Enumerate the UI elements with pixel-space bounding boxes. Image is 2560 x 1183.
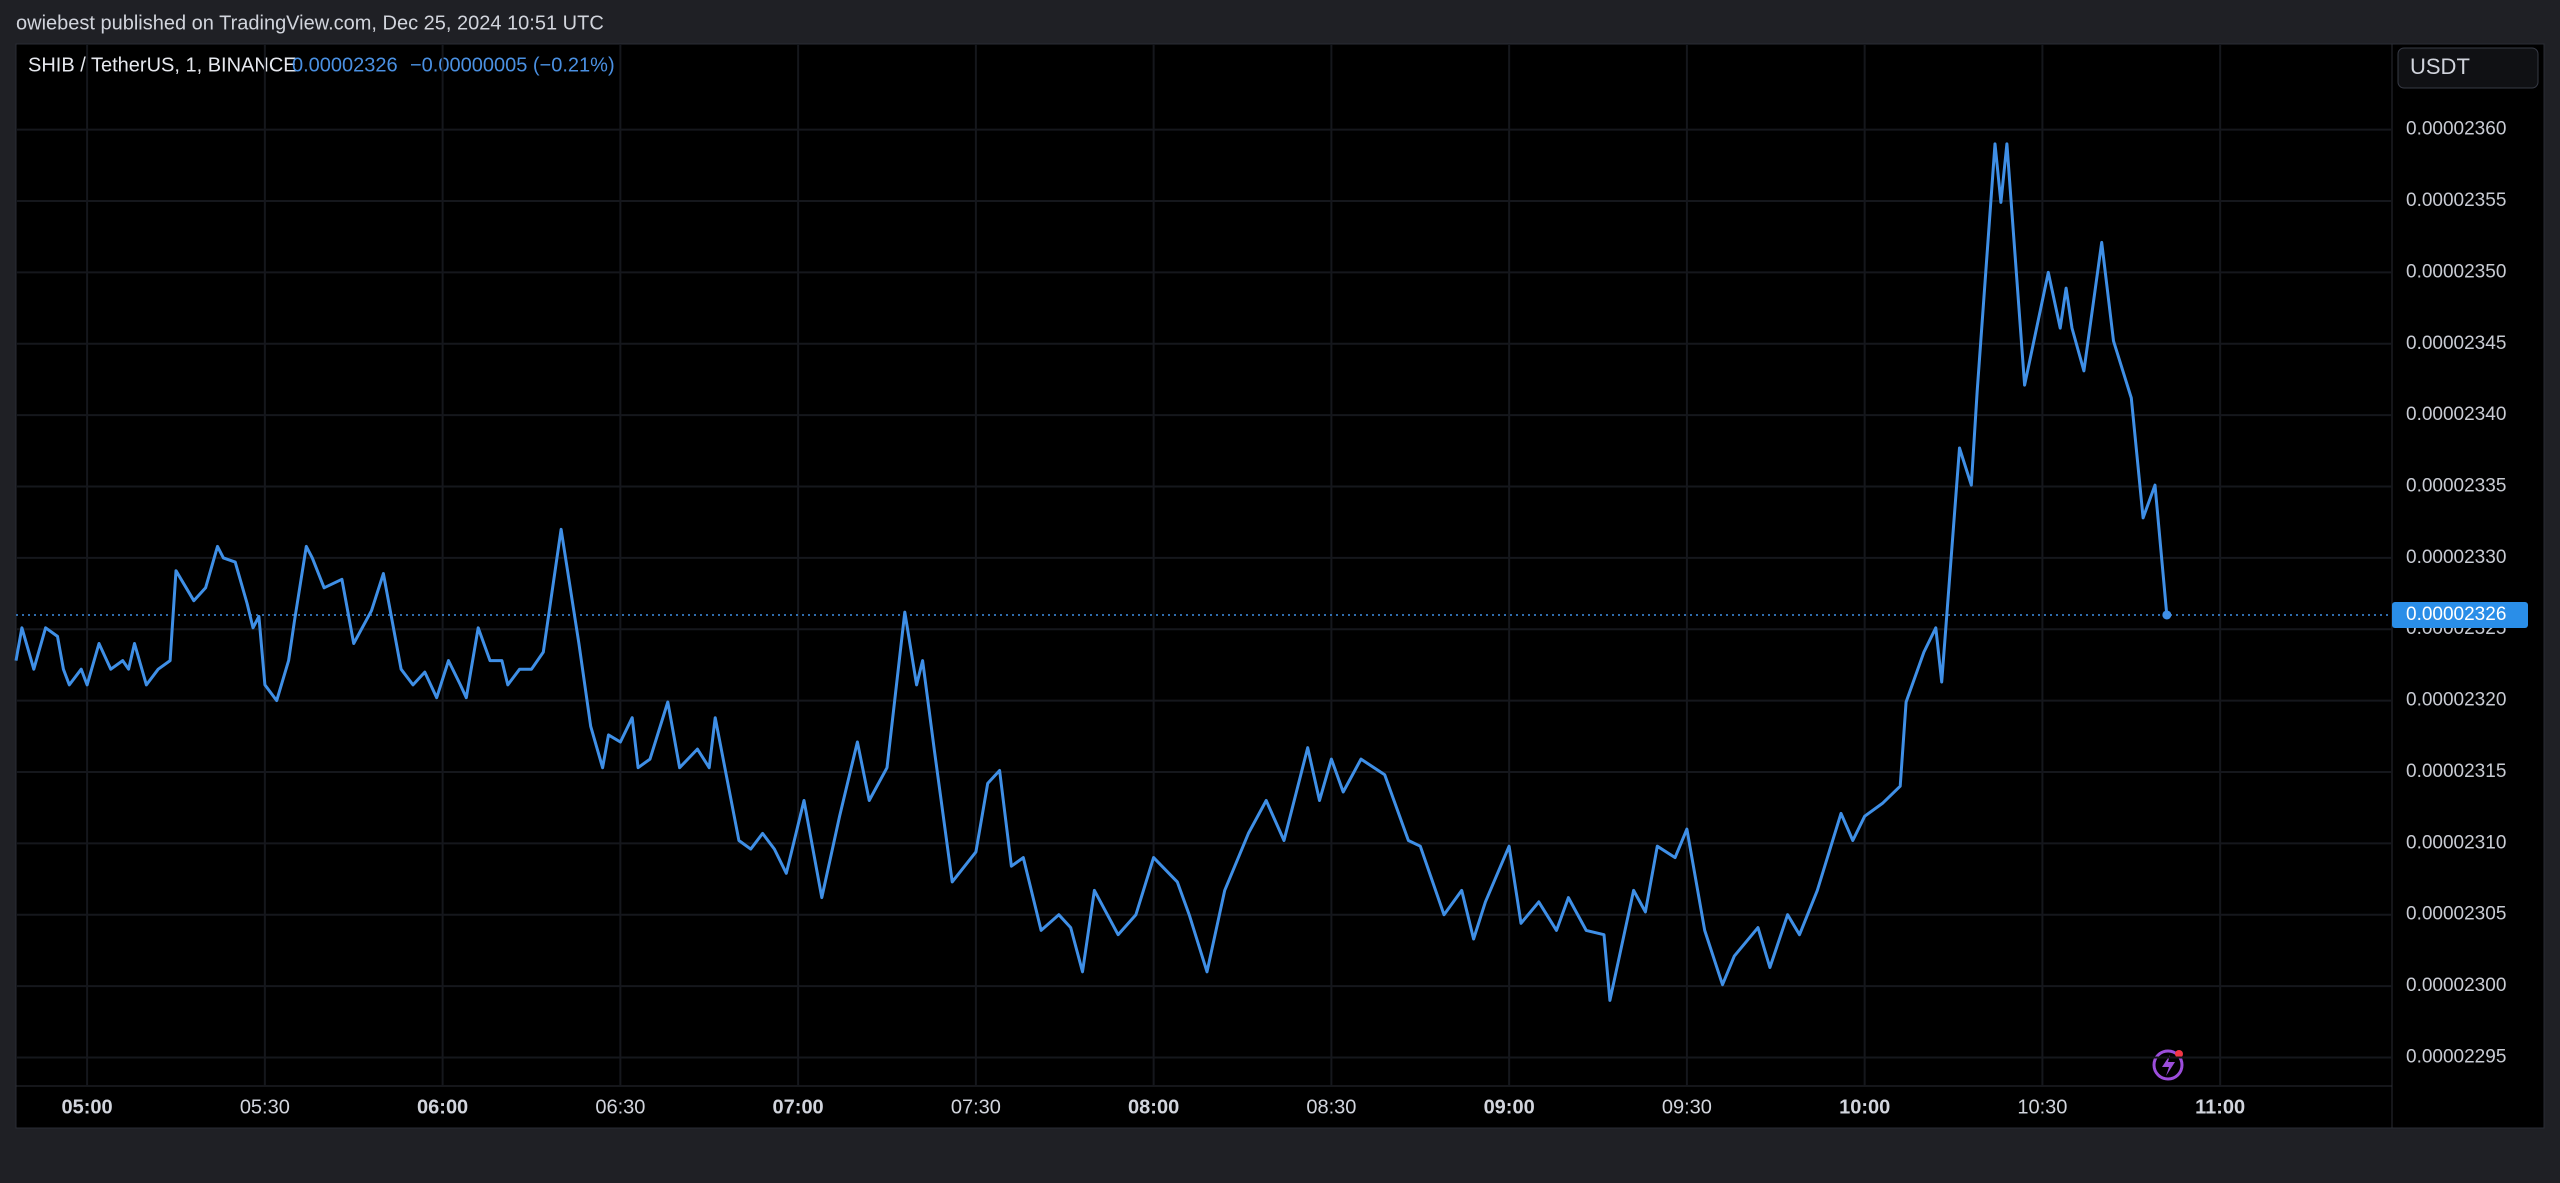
publisher: owiebest published on TradingView.com, D… (16, 12, 604, 34)
y-tick-label: 0.00002340 (2406, 404, 2506, 425)
currency-button[interactable] (2397, 47, 2539, 89)
last-point (2162, 610, 2172, 620)
currency[interactable]: USDT (2410, 54, 2470, 79)
y-tick-label: 0.00002295 (2406, 1046, 2506, 1067)
x-tick-label: 07:30 (951, 1096, 1001, 1118)
x-tick-label: 06:30 (595, 1096, 645, 1118)
y-tick-label: 0.00002355 (2406, 190, 2506, 211)
x-tick-label: 10:30 (2017, 1096, 2067, 1118)
icon-ring[interactable] (2152, 1049, 2184, 1081)
price-line (14, 142, 2169, 1002)
plot: 0.00002360 0.00002355 0.00002350 0.00002345… (14, 44, 2528, 1118)
x-tick-label: 05:00 (62, 1096, 113, 1118)
y-tick-label: 0.00002330 (2406, 547, 2506, 568)
x-tick-label: 11:00 (2195, 1096, 2245, 1118)
y-tick-label: 0.00002305 (2406, 904, 2506, 925)
price-badge (2392, 601, 2528, 628)
y-tick-label: 0.00002360 (2406, 119, 2506, 140)
lightning-icon[interactable] (2152, 1049, 2184, 1081)
x-tick-label: 06:00 (417, 1096, 468, 1118)
x-tick-label: 08:00 (1128, 1096, 1179, 1118)
x-tick-label: 09:00 (1484, 1096, 1535, 1118)
chart-pane (15, 43, 2545, 1129)
chart-title: SHIB / TetherUS, 1, BINANCE (28, 54, 297, 76)
y-tick-label: 0.00002350 (2406, 261, 2506, 282)
icon-bolt[interactable] (2162, 1055, 2175, 1076)
icon-dot[interactable] (2175, 1050, 2183, 1058)
change: −0.00000005 (−0.21%) (410, 54, 615, 76)
y-tick-label: 0.00002320 (2406, 690, 2506, 711)
y-tick-label: 0.00002315 (2406, 761, 2506, 782)
x-tick-label: 09:30 (1662, 1096, 1712, 1118)
x-tick-label: 08:30 (1306, 1096, 1356, 1118)
y-tick-label: 0.00002310 (2406, 832, 2506, 853)
last-price: 0.00002326 (292, 54, 398, 76)
y-tick-label: 0.00002335 (2406, 476, 2506, 497)
price-badge-label: 0.00002326 (2406, 604, 2506, 625)
x-tick-label: 05:30 (240, 1096, 290, 1118)
x-tick-label: 07:00 (773, 1096, 824, 1118)
y-tick-label: 0.00002345 (2406, 333, 2506, 354)
y-tick-label: 0.00002300 (2406, 975, 2506, 996)
x-tick-label: 10:00 (1839, 1096, 1890, 1118)
